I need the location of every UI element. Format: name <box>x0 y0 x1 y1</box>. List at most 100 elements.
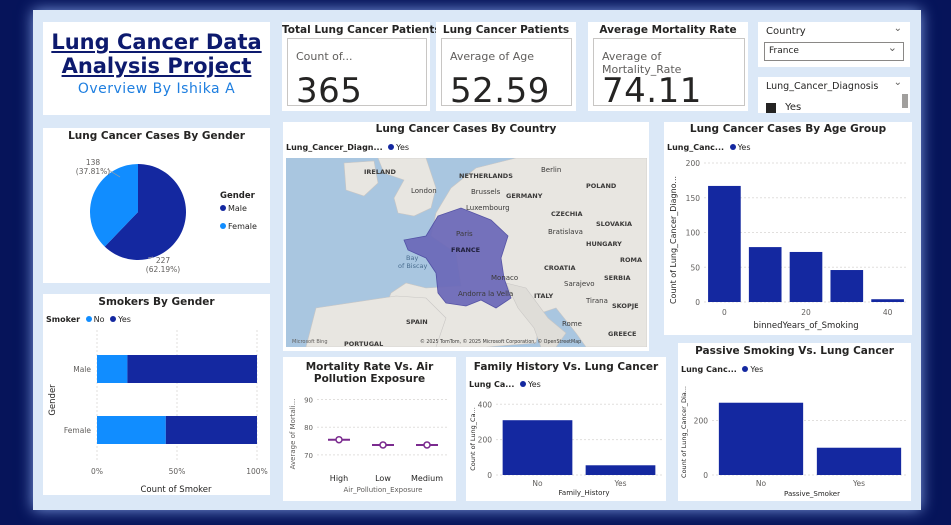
x-tick-label: High <box>330 474 348 483</box>
map-label: GERMANY <box>506 192 543 200</box>
y-tick-label: 0 <box>487 471 492 480</box>
kpi-average-age: Lung Cancer Patients Average of Age 52.5… <box>436 22 576 111</box>
family-bar-chart: Count of Lung_Ca... Family_History 0 200 4… <box>469 400 662 497</box>
legend-item-yes[interactable]: Yes <box>107 315 131 324</box>
chart-title: Passive Smoking Vs. Lung Cancer <box>695 345 894 357</box>
x-tick-label: 40 <box>883 308 893 317</box>
bar[interactable] <box>708 185 741 302</box>
legend-title: Lung_Canc... <box>667 143 725 152</box>
europe-map[interactable]: IRELAND NETHERLANDS Berlin POLAND London Brus… <box>286 158 647 347</box>
leader-line <box>147 256 154 259</box>
smokers-card: Smokers By Gender Smoker No Yes Gender C… <box>43 294 270 495</box>
bar[interactable] <box>789 251 823 302</box>
kpi-label: Count of... <box>296 50 353 63</box>
bar[interactable] <box>816 447 902 475</box>
legend-title: Lung_Cancer_Diagn... <box>286 143 383 152</box>
map-label: GREECE <box>608 330 636 338</box>
axis-title-x: Family_History <box>559 489 610 497</box>
pie-slice-female[interactable] <box>90 164 138 247</box>
map-label: Tirana <box>585 297 608 305</box>
map-label: SERBIA <box>604 274 631 282</box>
x-tick-label: Medium <box>411 474 443 483</box>
axis-title-x: Count of Smoker <box>140 485 212 495</box>
map-label: Bratislava <box>548 228 583 236</box>
y-tick-label: Male <box>73 365 91 374</box>
slicer-chevron-icon[interactable]: ⌄ <box>893 23 902 34</box>
y-tick-label: 200 <box>686 159 701 168</box>
map-label: CZECHIA <box>551 210 583 218</box>
bar-segment-no[interactable] <box>97 355 128 383</box>
title-card: Lung Cancer Data Analysis Project Overvi… <box>43 22 270 115</box>
kpi-value: 74.11 <box>602 71 702 111</box>
legend-dot-icon <box>519 381 526 387</box>
map-label: NETHERLANDS <box>459 172 513 180</box>
legend-label: Yes <box>737 143 751 152</box>
axis-title-x: Passive_Smoker <box>784 490 840 498</box>
slice-label-female-count: 138 <box>86 158 101 167</box>
map-label: London <box>411 187 437 195</box>
slicer-scrollbar[interactable] <box>902 94 908 108</box>
map-label: Bay <box>406 254 418 262</box>
pie-slice-male[interactable] <box>104 164 186 260</box>
kpi-title: Total Lung Cancer Patients <box>282 24 441 36</box>
report-title-line1: Lung Cancer Data <box>51 30 262 54</box>
slice-label-male-count: 227 <box>156 256 171 265</box>
axis-title-y: Count of Lung_Ca... <box>469 407 477 471</box>
x-tick-label: No <box>756 479 767 488</box>
map-label: PORTUGAL <box>344 340 383 347</box>
legend-label: Female <box>228 222 257 231</box>
legend-item-male[interactable]: Male <box>220 204 257 213</box>
legend-title: Lung Canc... <box>681 365 737 374</box>
bar[interactable] <box>718 402 804 475</box>
map-attribution: © 2025 TomTom, © 2025 Microsoft Corporat… <box>420 338 581 345</box>
bar[interactable] <box>502 420 573 475</box>
axis-title-x: binnedYears_of_Smoking <box>753 321 858 331</box>
legend-item-yes[interactable]: Yes <box>517 380 541 389</box>
chart-title: Lung Cancer Cases By Gender <box>68 130 245 142</box>
x-tick-label: 0% <box>91 467 103 476</box>
country-dropdown[interactable]: France ⌄ <box>764 41 904 61</box>
slicer-chevron-icon[interactable]: ⌄ <box>893 77 902 88</box>
legend-item-yes[interactable]: Yes <box>727 143 751 152</box>
bar[interactable] <box>830 270 864 302</box>
y-tick-label: 150 <box>686 194 701 203</box>
legend-item-no[interactable]: No <box>83 315 105 324</box>
map-labels: IRELAND NETHERLANDS Berlin POLAND London Brus… <box>344 166 642 347</box>
map-bing-logo: Microsoft Bing <box>292 339 328 345</box>
bar[interactable] <box>748 247 782 302</box>
y-tick-label: 70 <box>304 452 313 460</box>
legend-dot-icon <box>729 144 736 150</box>
checkbox-checked-icon <box>766 102 776 113</box>
bar-segment-yes[interactable] <box>165 416 257 444</box>
axis-title-y: Gender <box>48 384 58 416</box>
x-tick-label: 20 <box>801 308 811 317</box>
age-bar-chart: Count of Lung_Cancer_Diagno... binnedYea… <box>669 159 908 331</box>
legend-item-yes[interactable]: Yes <box>385 143 409 152</box>
legend-item-female[interactable]: Female <box>220 222 257 231</box>
bar-segment-yes[interactable] <box>127 355 258 383</box>
axis-title-y: Count of Lung_Cancer_Diagno... <box>669 176 678 304</box>
age-group-card: Lung Cancer Cases By Age Group Lung_Canc… <box>664 122 912 335</box>
y-tick-label: Female <box>64 426 92 435</box>
report-title-line2: Analysis Project <box>61 54 252 78</box>
bar[interactable] <box>871 299 904 302</box>
slice-label-female-pct: (37.81%) <box>76 167 111 176</box>
legend-label: Yes <box>750 365 764 374</box>
legend-dot-icon <box>220 205 226 211</box>
data-point[interactable] <box>423 441 431 449</box>
country-slicer-label: Country <box>766 26 806 37</box>
kpi-label: Average of Age <box>450 50 535 63</box>
map-label: HUNGARY <box>586 240 622 248</box>
map-label: Sarajevo <box>564 280 595 288</box>
legend-item-yes[interactable]: Yes <box>739 365 763 374</box>
data-point[interactable] <box>335 435 343 444</box>
diagnosis-option-yes[interactable]: Yes <box>766 97 801 113</box>
bar-segment-no[interactable] <box>97 416 166 444</box>
bar[interactable] <box>585 465 656 475</box>
data-point[interactable] <box>379 441 387 449</box>
landmass-ireland <box>343 160 379 197</box>
slice-label-male-pct: (62.19%) <box>146 265 181 274</box>
x-tick-label: 50% <box>169 467 186 476</box>
legend-label: No <box>93 315 105 324</box>
map-label: Paris <box>456 230 473 238</box>
